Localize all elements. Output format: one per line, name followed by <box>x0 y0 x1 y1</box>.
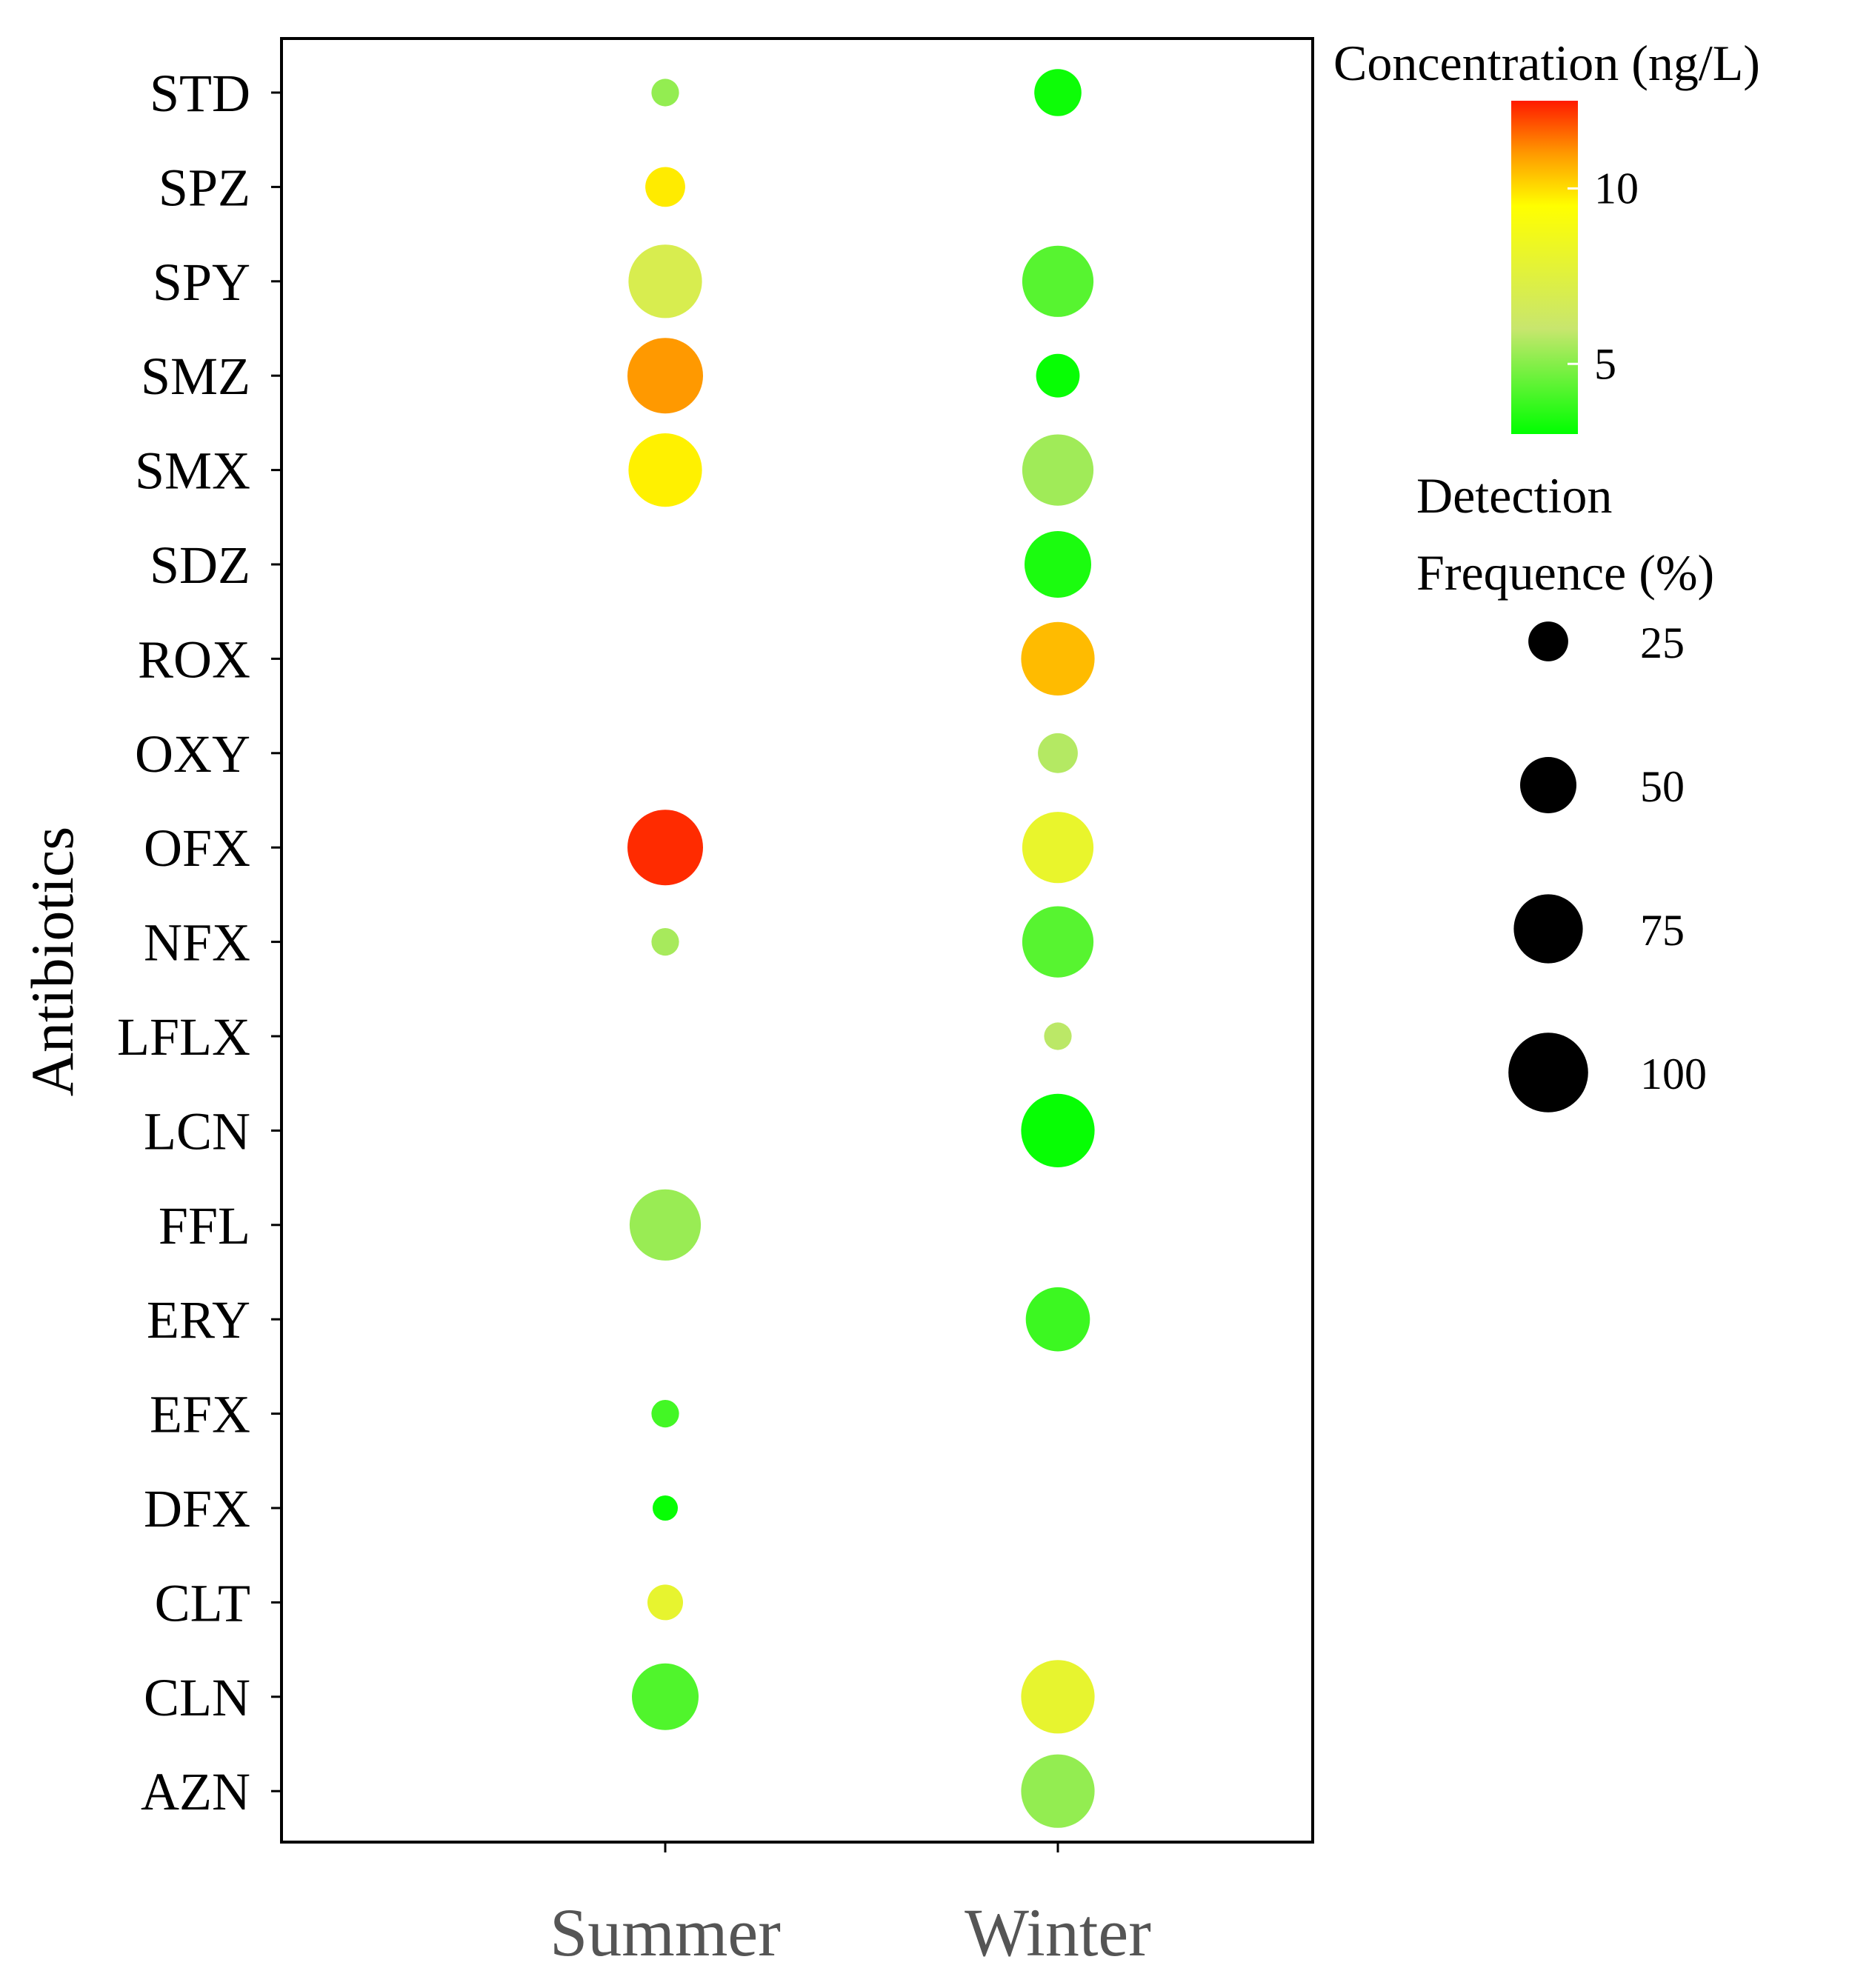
colorbar-gradient <box>1511 101 1578 434</box>
colorbar-ticks: 5 10 <box>1568 164 1639 388</box>
color-legend-title: Concentration (ng/L) <box>1333 35 1760 91</box>
bubble-winter-smx <box>1022 434 1094 506</box>
bubble-summer-smz <box>627 338 703 414</box>
color-legend: Concentration (ng/L) 5 10 <box>1333 35 1760 434</box>
bubble-summer-clt <box>647 1584 683 1621</box>
y-tick-label-ffl: FFL <box>159 1196 250 1255</box>
colorbar-tick-label-5: 5 <box>1594 339 1616 388</box>
x-axis: Summer Winter <box>550 1842 1151 1970</box>
size-legend-title-line1: Detection <box>1416 467 1612 524</box>
size-legend-circle-75 <box>1513 894 1583 964</box>
size-legend-circle-50 <box>1520 757 1576 813</box>
y-tick-label-nfx: NFX <box>144 913 250 973</box>
y-tick-label-lflx: LFLX <box>117 1007 250 1067</box>
y-tick-label-std: STD <box>150 64 250 123</box>
bubble-winter-lflx <box>1044 1022 1072 1050</box>
y-tick-label-azn: AZN <box>141 1762 250 1821</box>
bubble-summer-smx <box>628 433 702 507</box>
bubble-winter-sdz <box>1025 531 1091 598</box>
size-legend: Detection Frequence (%) 25 50 75 100 <box>1416 467 1714 1113</box>
size-legend-circle-100 <box>1508 1033 1588 1113</box>
y-tick-label-clt: CLT <box>155 1573 250 1632</box>
bubble-winter-std <box>1034 69 1082 116</box>
bubble-winter-lcn <box>1021 1093 1095 1167</box>
y-tick-label-oxy: OXY <box>135 724 250 784</box>
y-tick-label-spy: SPY <box>153 253 250 312</box>
bubble-summer-ofx <box>627 810 703 886</box>
bubble-winter-nfx <box>1022 906 1094 978</box>
y-tick-label-smx: SMX <box>135 441 250 501</box>
y-tick-label-sdz: SDZ <box>150 536 250 595</box>
colorbar-tick-label-10: 10 <box>1594 164 1639 213</box>
bubble-summer-efx <box>651 1400 679 1428</box>
y-tick-label-cln: CLN <box>144 1668 250 1727</box>
bubble-winter-ofx <box>1022 812 1094 884</box>
bubble-summer-cln <box>632 1663 699 1730</box>
y-tick-label-smz: SMZ <box>141 347 250 406</box>
size-legend-circle-25 <box>1528 621 1568 661</box>
bubble-winter-oxy <box>1038 733 1078 773</box>
y-tick-label-rox: ROX <box>138 630 250 689</box>
bubble-summer-spy <box>628 244 702 318</box>
bubble-winter-smz <box>1036 353 1080 398</box>
size-legend-items: 25 50 75 100 <box>1508 618 1707 1113</box>
bubble-winter-ery <box>1025 1287 1090 1352</box>
bubble-winter-rox <box>1021 621 1095 696</box>
bubble-winter-spy <box>1022 245 1094 317</box>
y-tick-label-efx: EFX <box>150 1385 250 1444</box>
y-tick-label-spz: SPZ <box>159 158 250 217</box>
bubble-summer-ffl <box>629 1189 702 1261</box>
x-tick-label-winter: Winter <box>965 1895 1151 1970</box>
plot-panel <box>280 37 1314 1844</box>
size-legend-label-75: 75 <box>1640 906 1685 955</box>
y-axis-title: Antibiotics <box>19 827 86 1096</box>
size-legend-label-25: 25 <box>1640 618 1685 667</box>
y-axis: STD SPZ SPY SMZ SMX SDZ ROX OXY OFX NFX LFLX LCN FFL… <box>117 64 282 1821</box>
x-tick-label-summer: Summer <box>550 1895 781 1970</box>
size-legend-label-100: 100 <box>1640 1050 1707 1098</box>
bubble-winter-cln <box>1021 1660 1095 1734</box>
bubble-summer-spz <box>645 167 685 207</box>
y-tick-label-ofx: OFX <box>144 818 250 878</box>
bubble-summer-dfx <box>653 1495 678 1521</box>
y-tick-label-dfx: DFX <box>144 1479 250 1538</box>
bubble-winter-azn <box>1021 1754 1095 1828</box>
y-tick-label-lcn: LCN <box>144 1101 250 1161</box>
size-legend-title-line2: Frequence (%) <box>1416 544 1714 601</box>
bubble-layer <box>627 69 1095 1828</box>
bubble-summer-std <box>651 79 679 107</box>
size-legend-label-50: 50 <box>1640 762 1685 811</box>
y-tick-label-ery: ERY <box>147 1290 250 1350</box>
bubble-summer-nfx <box>651 928 679 956</box>
